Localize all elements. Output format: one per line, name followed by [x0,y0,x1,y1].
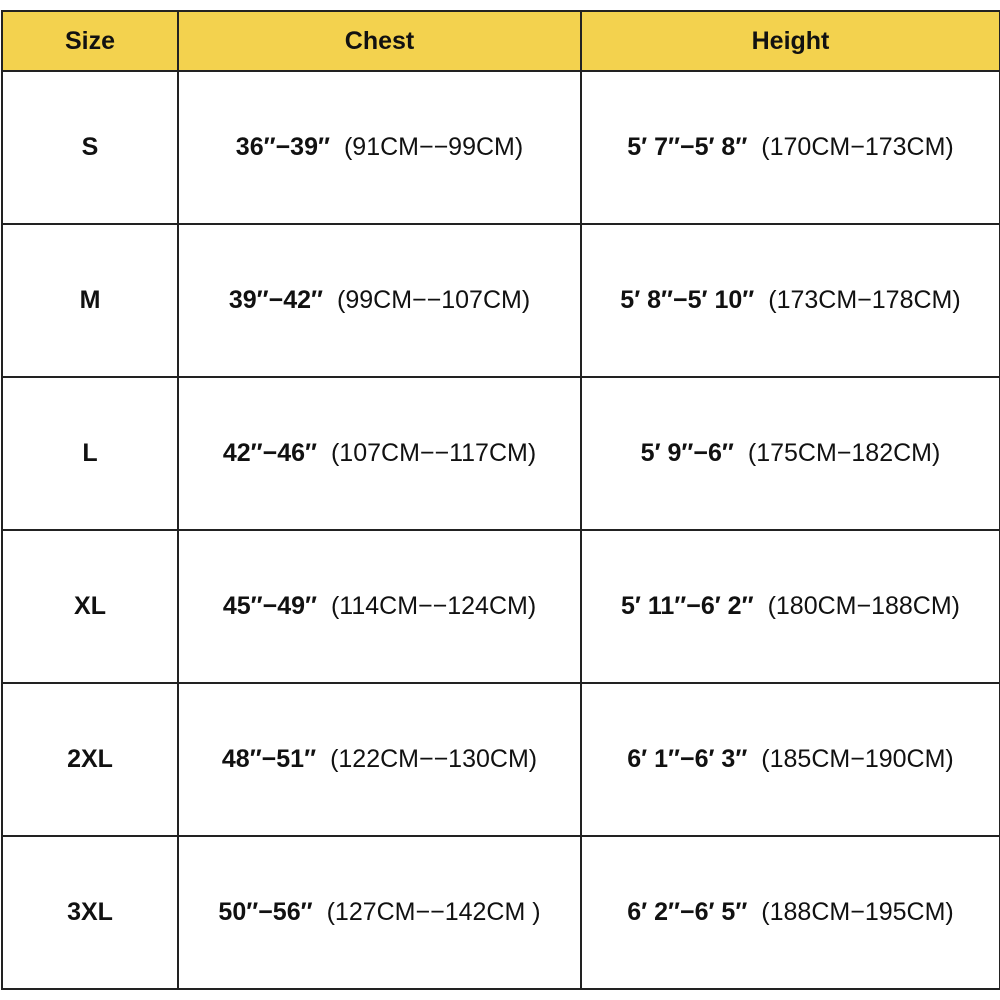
table-row: 3XL 50″−56″ (127CM−−142CM ) 6′ 2″−6′ 5″ (188… [1,835,1000,990]
chest-metric: (114CM−−124CM) [330,592,537,620]
chest-cell: 42″−46″ (107CM−−117CM) [177,376,582,531]
height-imperial: 5′ 11″−6′ 2″ [620,592,754,620]
header-cell: Chest [177,10,582,72]
height-imperial: 5′ 9″−6″ [640,439,734,467]
size-cell: L [1,376,179,531]
header-cell: Size [1,10,179,72]
chest-imperial: 36″−39″ [235,133,330,161]
table-row: 2XL 48″−51″ (122CM−−130CM) 6′ 1″−6′ 3″ (185C… [1,682,1000,837]
height-imperial: 5′ 8″−5′ 10″ [620,286,755,314]
table-row: XL 45″−49″ (114CM−−124CM) 5′ 11″−6′ 2″ (180C… [1,529,1000,684]
height-cell: 5′ 9″−6″ (175CM−182CM) [580,376,1000,531]
height-imperial: 6′ 2″−6′ 5″ [627,898,748,926]
size-cell: S [1,70,179,225]
height-cell: 5′ 7″−5′ 8″ (170CM−173CM) [580,70,1000,225]
height-metric: (173CM−178CM) [768,286,961,314]
table-row: L 42″−46″ (107CM−−117CM) 5′ 9″−6″ (175CM−182… [1,376,1000,531]
chest-metric: (91CM−−99CM) [343,133,524,161]
table-row: M 39″−42″ (99CM−−107CM) 5′ 8″−5′ 10″ (173CM−… [1,223,1000,378]
height-cell: 5′ 11″−6′ 2″ (180CM−188CM) [580,529,1000,684]
size-cell: M [1,223,179,378]
size-chart: Size Chest Height S 36″−39″ (91CM−−99CM) 5′… [0,10,1000,990]
chest-cell: 45″−49″ (114CM−−124CM) [177,529,582,684]
height-cell: 5′ 8″−5′ 10″ (173CM−178CM) [580,223,1000,378]
chest-imperial: 48″−51″ [221,745,317,773]
chest-imperial: 45″−49″ [222,592,317,620]
height-cell: 6′ 1″−6′ 3″ (185CM−190CM) [580,682,1000,837]
height-metric: (175CM−182CM) [747,439,941,467]
height-imperial: 5′ 7″−5′ 8″ [627,133,748,161]
chest-cell: 48″−51″ (122CM−−130CM) [177,682,582,837]
chest-metric: (122CM−−130CM) [330,745,538,773]
chest-cell: 50″−56″ (127CM−−142CM ) [177,835,582,990]
chest-imperial: 50″−56″ [218,898,313,926]
chest-metric: (99CM−−107CM) [337,286,531,314]
size-cell: 2XL [1,682,179,837]
header-cell: Height [580,10,1000,72]
height-metric: (185CM−190CM) [761,745,954,773]
size-cell: 3XL [1,835,179,990]
height-metric: (170CM−173CM) [761,133,954,161]
table-header: Size Chest Height [1,10,1000,72]
height-imperial: 6′ 1″−6′ 3″ [627,745,748,773]
height-cell: 6′ 2″−6′ 5″ (188CM−195CM) [580,835,1000,990]
height-metric: (188CM−195CM) [761,898,954,926]
chest-metric: (107CM−−117CM) [330,439,537,467]
chest-imperial: 39″−42″ [228,286,324,314]
table-row: S 36″−39″ (91CM−−99CM) 5′ 7″−5′ 8″ (170CM−17… [1,70,1000,225]
chest-metric: (127CM−−142CM ) [326,898,541,926]
size-cell: XL [1,529,179,684]
chest-cell: 36″−39″ (91CM−−99CM) [177,70,582,225]
chest-imperial: 42″−46″ [222,439,317,467]
size-table: Size Chest Height S 36″−39″ (91CM−−99CM) 5′… [1,10,1000,990]
chest-cell: 39″−42″ (99CM−−107CM) [177,223,582,378]
header-row: Size Chest Height [1,10,1000,72]
table-body: S 36″−39″ (91CM−−99CM) 5′ 7″−5′ 8″ (170CM−17… [1,70,1000,990]
height-metric: (180CM−188CM) [767,592,960,620]
